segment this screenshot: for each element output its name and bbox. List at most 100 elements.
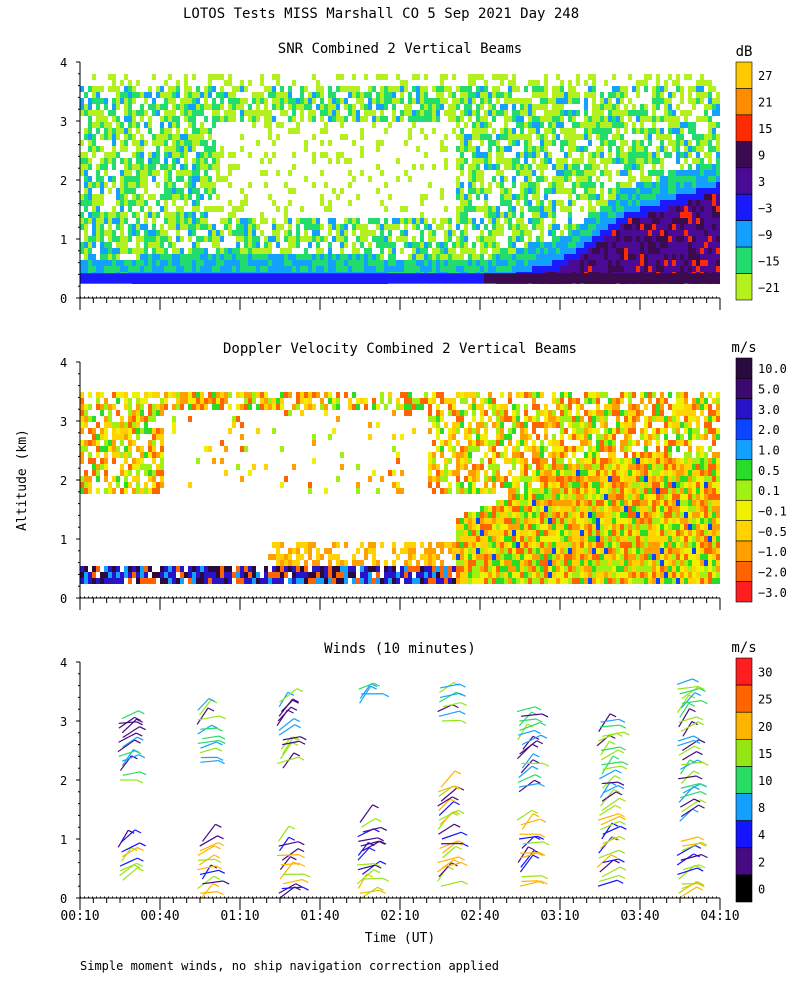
- doppler-cell: [452, 446, 456, 452]
- snr-cell: [456, 122, 460, 128]
- snr-cell: [248, 254, 252, 260]
- snr-cell: [632, 104, 636, 110]
- doppler-cell: [404, 398, 408, 404]
- doppler-cell: [152, 440, 156, 446]
- snr-cell: [632, 212, 636, 218]
- snr-cell: [584, 218, 588, 224]
- snr-cell: [132, 122, 136, 128]
- snr-cell: [244, 224, 248, 230]
- doppler-cell: [296, 548, 300, 554]
- snr-cell: [412, 242, 416, 248]
- snr-cell: [708, 218, 712, 224]
- snr-cell: [652, 122, 656, 128]
- snr-cell: [468, 266, 472, 272]
- snr-cell: [148, 92, 152, 98]
- doppler-cell: [148, 416, 152, 422]
- doppler-cell: [88, 428, 92, 434]
- snr-cell: [688, 146, 692, 152]
- snr-cell: [468, 164, 472, 170]
- doppler-cell: [464, 518, 468, 524]
- doppler-cell: [148, 470, 152, 476]
- snr-cell: [556, 134, 560, 140]
- doppler-cell: [108, 446, 112, 452]
- snr-cell: [380, 254, 384, 260]
- snr-cell: [160, 260, 164, 266]
- snr-cell: [208, 128, 212, 134]
- snr-cell: [420, 266, 424, 272]
- snr-cell: [428, 182, 432, 188]
- snr-cell: [520, 152, 524, 158]
- snr-cell: [256, 266, 260, 272]
- snr-cell: [304, 140, 308, 146]
- snr-cell: [100, 230, 104, 236]
- snr-cell: [312, 218, 316, 224]
- doppler-cell: [364, 572, 368, 578]
- snr-cell: [388, 92, 392, 98]
- snr-cell: [668, 134, 672, 140]
- snr-cell: [248, 110, 252, 116]
- doppler-cell: [332, 554, 336, 560]
- snr-cell: [536, 182, 540, 188]
- snr-cell: [548, 128, 552, 134]
- snr-cell: [488, 164, 492, 170]
- snr-cell: [644, 266, 648, 272]
- snr-cell: [552, 128, 556, 134]
- doppler-cell: [396, 578, 400, 584]
- snr-cell: [672, 248, 676, 254]
- snr-cell: [204, 248, 208, 254]
- snr-cell: [240, 116, 244, 122]
- snr-cell: [196, 158, 200, 164]
- snr-cell: [108, 152, 112, 158]
- snr-cell: [88, 86, 92, 92]
- doppler-cell: [436, 482, 440, 488]
- snr-cell: [480, 206, 484, 212]
- snr-cell: [636, 152, 640, 158]
- snr-cell: [120, 273, 124, 284]
- snr-cell: [172, 254, 176, 260]
- snr-cell: [592, 260, 596, 266]
- snr-cell: [292, 116, 296, 122]
- doppler-cell: [144, 416, 148, 422]
- snr-cell: [460, 254, 464, 260]
- snr-cell: [272, 116, 276, 122]
- snr-cell: [456, 98, 460, 104]
- snr-cell: [440, 80, 444, 86]
- snr-cell: [536, 273, 540, 284]
- snr-cell: [556, 200, 560, 206]
- snr-cell: [120, 242, 124, 248]
- snr-cell: [368, 110, 372, 116]
- y-tick-label: 3: [60, 115, 67, 129]
- snr-cell: [152, 212, 156, 218]
- doppler-cell: [172, 392, 176, 398]
- snr-cell: [616, 218, 620, 224]
- snr-cell: [624, 170, 628, 176]
- snr-cell: [620, 212, 624, 218]
- snr-cell: [376, 98, 380, 104]
- doppler-cell: [124, 458, 128, 464]
- snr-cell: [92, 236, 96, 242]
- snr-cell: [504, 92, 508, 98]
- snr-cell: [704, 236, 708, 242]
- snr-cell: [600, 254, 604, 260]
- snr-cell: [184, 152, 188, 158]
- doppler-cell: [136, 398, 140, 404]
- snr-cell: [200, 128, 204, 134]
- doppler-cell: [428, 398, 432, 404]
- snr-cell: [216, 254, 220, 260]
- snr-cell: [320, 224, 324, 230]
- doppler-cell: [316, 578, 320, 584]
- snr-cell: [616, 122, 620, 128]
- snr-cell: [708, 134, 712, 140]
- snr-cell: [640, 146, 644, 152]
- snr-cell: [272, 86, 276, 92]
- snr-cell: [312, 134, 316, 140]
- snr-cell: [704, 224, 708, 230]
- snr-cell: [452, 104, 456, 110]
- snr-cell: [628, 110, 632, 116]
- doppler-cell: [356, 572, 360, 578]
- snr-cell: [192, 134, 196, 140]
- snr-cell: [204, 140, 208, 146]
- snr-cell: [524, 224, 528, 230]
- doppler-cell: [448, 572, 452, 578]
- snr-cell: [332, 236, 336, 242]
